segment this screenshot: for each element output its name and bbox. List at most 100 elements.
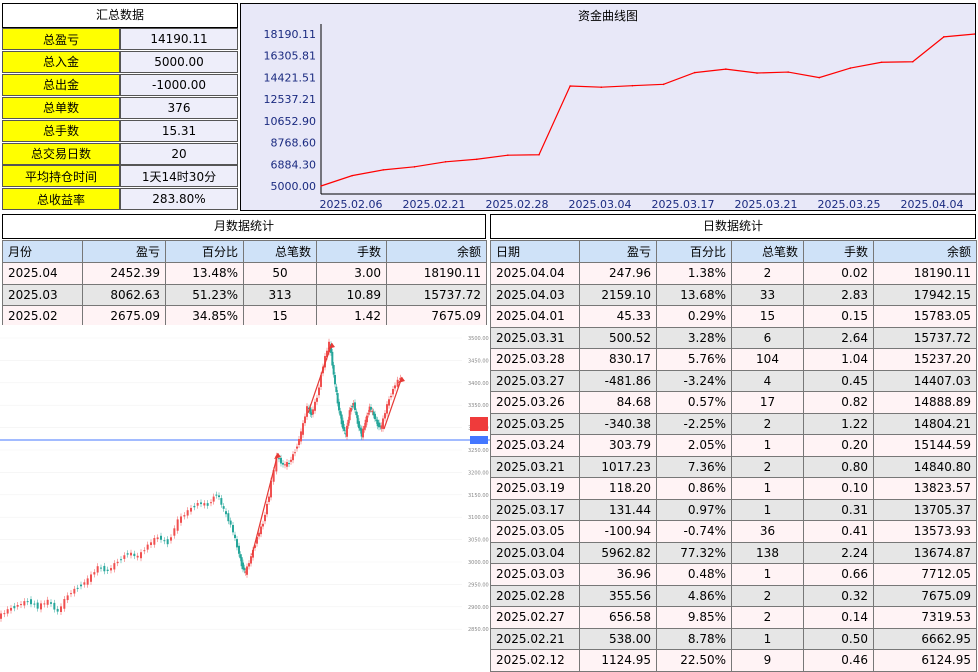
table-row[interactable]: 2025.03.26 84.68 0.57% 17 0.82 14888.89 <box>490 391 977 414</box>
summary-label: 总单数 <box>2 96 120 119</box>
column-header[interactable]: 余额 <box>386 240 487 263</box>
trend-arrow <box>383 376 403 430</box>
table-row[interactable]: 2025.02.27 656.58 9.85% 2 0.14 7319.53 <box>490 606 977 629</box>
x-tick-label: 2025.03.04 <box>569 198 632 210</box>
column-header[interactable]: 总笔数 <box>731 240 804 263</box>
candle-body <box>150 542 152 545</box>
daily-table: 日期 盈亏 百分比 总笔数 手数 余额 2025.04.04 247.96 1.38% 2 0.02… <box>490 240 977 672</box>
column-header[interactable]: 总笔数 <box>243 240 317 263</box>
table-cell: 15737.72 <box>873 326 977 349</box>
candle-body <box>316 397 318 402</box>
candle-body <box>350 407 352 412</box>
price-scale-label: 3200.00 <box>468 470 489 476</box>
table-cell: 138 <box>731 541 804 564</box>
table-row[interactable]: 2025.03.04 5962.82 77.32% 138 2.24 13674.87 <box>490 541 977 564</box>
table-row[interactable]: 2025.03.19 118.20 0.86% 1 0.10 13823.57 <box>490 477 977 500</box>
table-row[interactable]: 2025.03.03 36.96 0.48% 1 0.66 7712.05 <box>490 563 977 586</box>
candle-body <box>193 505 196 508</box>
candle-body <box>80 584 82 587</box>
candle-body <box>376 419 379 427</box>
table-cell: 0.15 <box>803 305 874 328</box>
daily-title: 日数据统计 <box>490 214 976 239</box>
column-header[interactable]: 手数 <box>316 240 387 263</box>
candle-body <box>163 540 166 542</box>
table-cell: 17 <box>731 391 804 414</box>
table-cell: 36 <box>731 520 804 543</box>
column-header[interactable]: 百分比 <box>656 240 732 263</box>
candle-body <box>379 425 382 427</box>
column-header[interactable]: 月份 <box>2 240 83 263</box>
table-row[interactable]: 2025.02.28 355.56 4.86% 2 0.32 7675.09 <box>490 584 977 607</box>
table-cell: 9.85% <box>656 606 732 629</box>
table-row[interactable]: 2025.04.03 2159.10 13.68% 33 2.83 17942.15 <box>490 283 977 306</box>
monthly-title: 月数据统计 <box>2 214 486 239</box>
candle-body <box>388 399 390 406</box>
candle-body <box>288 463 290 465</box>
candle-body <box>146 544 149 550</box>
candle-body <box>46 599 49 605</box>
candle-body <box>130 552 132 556</box>
arrow-head <box>274 453 281 459</box>
equity-point <box>382 169 385 171</box>
table-row[interactable]: 2025.03.05 -100.94 -0.74% 36 0.41 13573.93 <box>490 520 977 543</box>
table-row[interactable]: 2025.03.24 303.79 2.05% 1 0.20 15144.59 <box>490 434 977 457</box>
table-cell: 0.46 <box>803 649 874 672</box>
arrow-head <box>328 343 335 349</box>
column-header[interactable]: 手数 <box>803 240 874 263</box>
y-tick-label: 12537.21 <box>264 93 317 106</box>
table-row[interactable]: 2025.03.27 -481.86 -3.24% 4 0.45 14407.03 <box>490 369 977 392</box>
candle-body <box>183 515 186 517</box>
equity-point <box>818 76 821 79</box>
table-row[interactable]: 2025.03.25 -340.38 -2.25% 2 1.22 14804.21 <box>490 412 977 435</box>
candle-body <box>351 405 354 408</box>
table-row[interactable]: 2025.03 8062.63 51.23% 313 10.89 15737.72 <box>2 283 487 306</box>
candle-body <box>66 595 69 601</box>
candle-body <box>248 563 250 567</box>
table-cell: 303.79 <box>579 434 657 457</box>
summary-label: 总盈亏 <box>2 28 120 50</box>
table-row[interactable]: 2025.03.31 500.52 3.28% 6 2.64 15737.72 <box>490 326 977 349</box>
table-row[interactable]: 2025.04 2452.39 13.48% 50 3.00 18190.11 <box>2 262 487 285</box>
table-cell: 6124.95 <box>873 649 977 672</box>
candle-body <box>363 426 366 430</box>
x-tick-label: 2025.02.06 <box>320 198 383 210</box>
table-cell: 2159.10 <box>579 283 657 306</box>
candle-body <box>296 446 298 449</box>
table-cell: 7319.53 <box>873 606 977 629</box>
summary-value: -1000.00 <box>120 73 238 96</box>
table-row[interactable]: 2025.03.17 131.44 0.97% 1 0.31 13705.37 <box>490 498 977 521</box>
price-scale-label: 2900.00 <box>468 605 489 611</box>
table-cell: 17942.15 <box>873 283 977 306</box>
table-cell: 22.50% <box>656 649 732 672</box>
price-scale-label: 3100.00 <box>468 515 489 521</box>
table-cell: 656.58 <box>579 606 657 629</box>
column-header[interactable]: 盈亏 <box>82 240 166 263</box>
table-cell: 7.36% <box>656 455 732 478</box>
column-header[interactable]: 百分比 <box>165 240 244 263</box>
table-cell: 84.68 <box>579 391 657 414</box>
candle-body <box>70 593 72 595</box>
candle-body <box>3 613 6 615</box>
table-cell: 5962.82 <box>579 541 657 564</box>
table-row[interactable]: 2025.02 2675.09 34.85% 15 1.42 7675.09 <box>2 305 487 328</box>
candle-body <box>173 528 176 536</box>
candle-body <box>347 419 350 426</box>
table-row[interactable]: 2025.03.28 830.17 5.76% 104 1.04 15237.20 <box>490 348 977 371</box>
table-cell: 2025.02.21 <box>490 627 580 650</box>
table-cell: 1 <box>731 627 804 650</box>
candle-body <box>268 496 270 502</box>
equity-point <box>569 85 571 87</box>
x-tick-label: 2025.03.21 <box>735 198 798 210</box>
table-cell: 0.57% <box>656 391 732 414</box>
column-header[interactable]: 日期 <box>490 240 580 263</box>
column-header[interactable]: 余额 <box>873 240 977 263</box>
table-cell: 2025.02.27 <box>490 606 580 629</box>
candle-body <box>262 523 264 527</box>
column-header[interactable]: 盈亏 <box>579 240 657 263</box>
table-row[interactable]: 2025.04.01 45.33 0.29% 15 0.15 15783.05 <box>490 305 977 328</box>
table-row[interactable]: 2025.04.04 247.96 1.38% 2 0.02 18190.11 <box>490 262 977 285</box>
table-row[interactable]: 2025.03.21 1017.23 7.36% 2 0.80 14840.80 <box>490 455 977 478</box>
table-row[interactable]: 2025.02.21 538.00 8.78% 1 0.50 6662.95 <box>490 627 977 650</box>
equity-point <box>693 71 696 74</box>
table-row[interactable]: 2025.02.12 1124.95 22.50% 9 0.46 6124.95 <box>490 649 977 672</box>
